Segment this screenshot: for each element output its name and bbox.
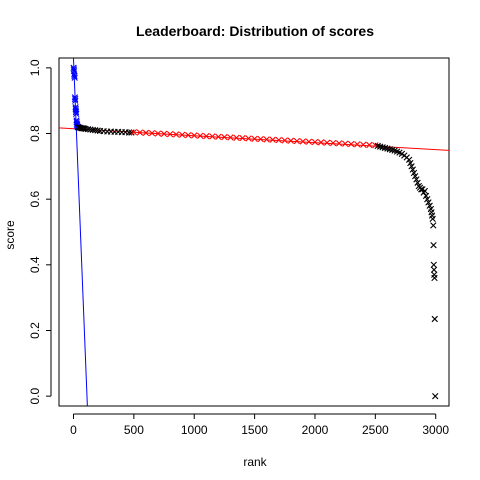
data-point bbox=[329, 139, 337, 147]
data-point bbox=[71, 74, 78, 81]
data-point bbox=[251, 135, 258, 142]
data-point bbox=[323, 139, 331, 146]
data-point bbox=[148, 129, 156, 137]
data-point bbox=[366, 141, 373, 149]
data-point bbox=[431, 274, 438, 282]
data-point bbox=[197, 132, 204, 139]
x-tick-label: 2500 bbox=[362, 423, 389, 437]
data-point bbox=[142, 129, 150, 137]
data-point bbox=[263, 136, 270, 143]
data-point bbox=[172, 131, 180, 138]
data-point bbox=[233, 134, 240, 141]
data-point bbox=[431, 315, 438, 323]
data-point bbox=[418, 186, 425, 193]
data-point bbox=[430, 222, 437, 229]
y-axis-label: score bbox=[3, 220, 17, 250]
data-point bbox=[71, 95, 79, 103]
data-point bbox=[281, 137, 288, 144]
y-tick-label: 1.0 bbox=[28, 59, 42, 76]
data-point bbox=[73, 110, 80, 117]
data-point bbox=[221, 133, 228, 141]
data-point bbox=[293, 137, 301, 145]
plot-area: 0 500 1000 1500 2000 2500 3000 0.0 0.2 0.4 0.6 0.8 1… bbox=[28, 57, 450, 437]
data-point bbox=[317, 139, 325, 146]
data-point bbox=[203, 132, 210, 140]
data-point bbox=[430, 241, 437, 249]
data-point bbox=[430, 266, 438, 273]
data-point bbox=[311, 138, 319, 146]
data-point bbox=[160, 130, 168, 138]
x-axis-label: rank bbox=[243, 455, 267, 469]
data-point bbox=[421, 187, 429, 195]
x-tick-label: 3000 bbox=[422, 423, 449, 437]
data-point bbox=[154, 130, 162, 137]
data-point bbox=[72, 108, 80, 116]
data-point bbox=[72, 97, 79, 104]
data-point bbox=[136, 129, 144, 136]
x-tick-label: 1500 bbox=[241, 423, 268, 437]
data-point bbox=[130, 129, 138, 136]
data-point bbox=[432, 392, 439, 400]
data-point bbox=[429, 215, 436, 223]
data-point bbox=[299, 138, 307, 145]
y-tick-label: 0.6 bbox=[28, 191, 42, 208]
x-tick-label: 0 bbox=[70, 423, 77, 437]
data-point bbox=[94, 127, 101, 134]
data-layer bbox=[59, 58, 449, 406]
data-point bbox=[70, 66, 78, 73]
data-point bbox=[185, 131, 192, 139]
data-point bbox=[128, 129, 135, 136]
data-point bbox=[341, 140, 349, 147]
data-point bbox=[305, 138, 313, 145]
data-point bbox=[335, 140, 343, 147]
x-tick-label: 500 bbox=[124, 423, 144, 437]
data-point bbox=[227, 134, 234, 141]
data-point bbox=[191, 132, 198, 139]
data-point bbox=[430, 261, 437, 269]
plot-frame bbox=[58, 57, 450, 407]
data-point bbox=[71, 72, 78, 80]
data-point bbox=[269, 136, 276, 143]
y-tick-label: 0.8 bbox=[28, 125, 42, 142]
chart-title: Leaderboard: Distribution of scores bbox=[136, 23, 374, 39]
data-point bbox=[287, 137, 295, 144]
x-tick-label: 1000 bbox=[181, 423, 208, 437]
data-point bbox=[215, 133, 222, 140]
y-tick-label: 0.4 bbox=[28, 256, 42, 273]
data-point bbox=[354, 141, 361, 148]
data-point bbox=[166, 130, 174, 138]
data-point bbox=[209, 133, 216, 140]
data-point bbox=[348, 140, 355, 148]
data-point bbox=[239, 134, 246, 142]
data-point bbox=[178, 131, 186, 139]
data-point bbox=[245, 135, 252, 142]
data-point bbox=[360, 141, 367, 148]
y-tick-label: 0.2 bbox=[28, 322, 42, 339]
fit-line bbox=[72, 58, 88, 406]
x-tick-label: 2000 bbox=[302, 423, 329, 437]
data-point bbox=[257, 135, 264, 143]
y-tick-label: 0.0 bbox=[28, 387, 42, 404]
data-point bbox=[275, 136, 282, 144]
